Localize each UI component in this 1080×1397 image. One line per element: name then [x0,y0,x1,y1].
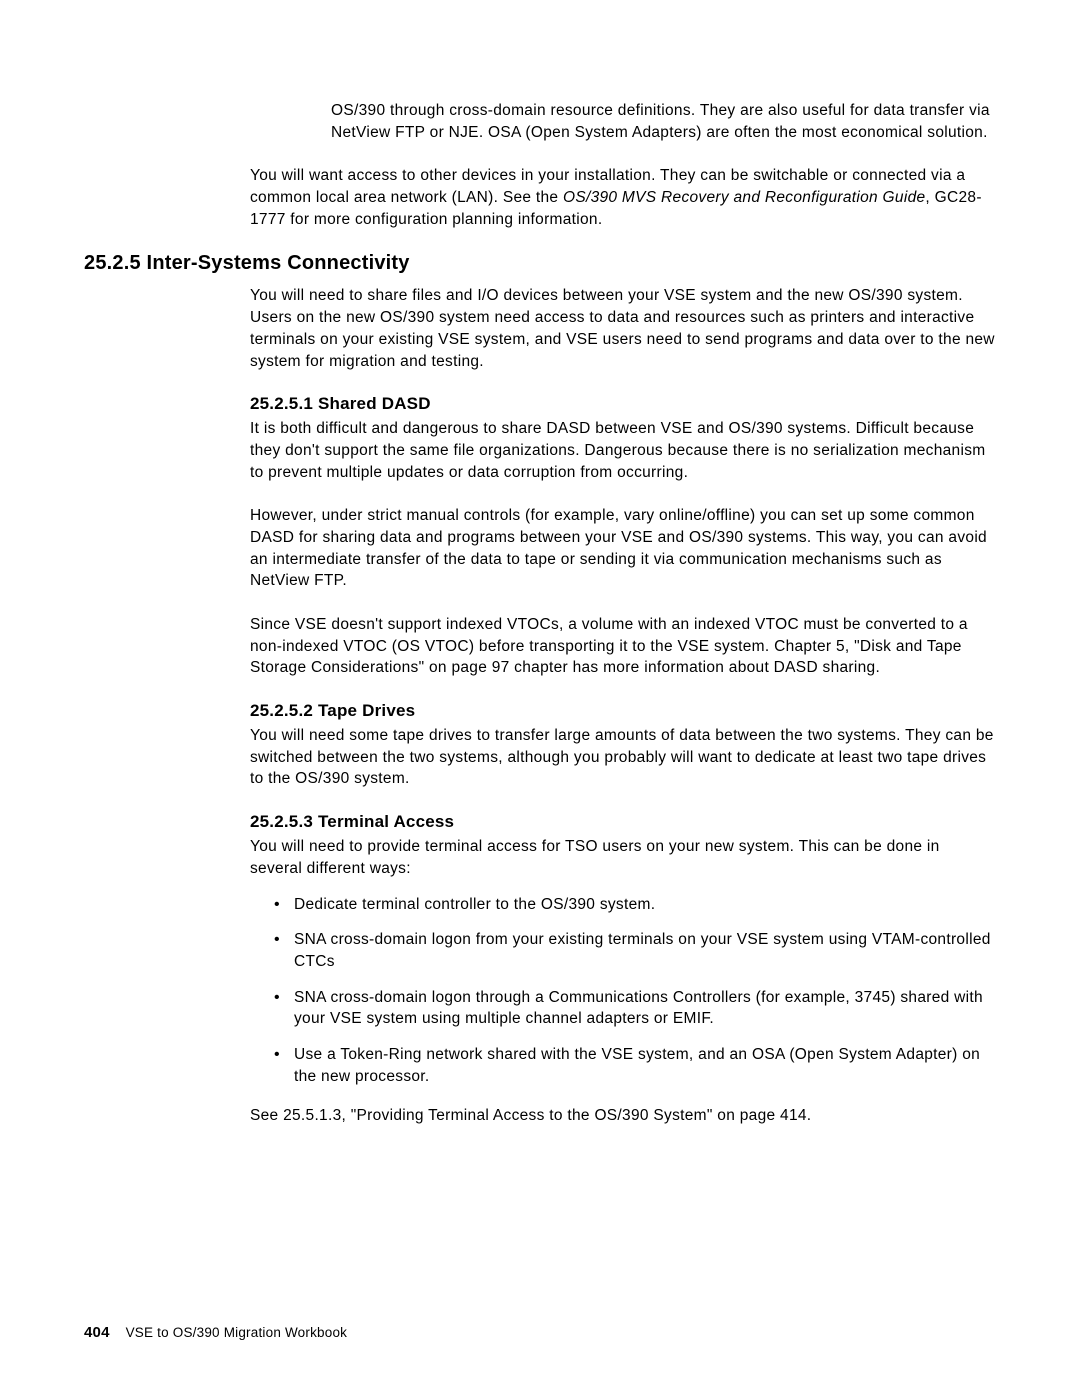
list-item: Use a Token-Ring network shared with the… [270,1044,996,1087]
shared-dasd-para3: Since VSE doesn't support indexed VTOCs,… [250,614,996,679]
shared-dasd-para2: However, under strict manual controls (f… [250,505,996,592]
list-item: SNA cross-domain logon from your existin… [270,929,996,972]
footer-title: VSE to OS/390 Migration Workbook [126,1325,348,1340]
document-page: OS/390 through cross-domain resource def… [0,0,1080,1397]
terminal-access-para: You will need to provide terminal access… [250,836,996,879]
access-paragraph: You will want access to other devices in… [250,165,996,230]
page-footer: 404 VSE to OS/390 Migration Workbook [84,1324,347,1341]
intro-paragraph: OS/390 through cross-domain resource def… [331,100,996,143]
section-heading-25-2-5: 25.2.5 Inter-Systems Connectivity [84,252,996,275]
list-item: SNA cross-domain logon through a Communi… [270,987,996,1030]
page-number: 404 [84,1324,110,1341]
shared-dasd-heading: 25.2.5.1 Shared DASD [250,394,996,414]
shared-dasd-para1: It is both difficult and dangerous to sh… [250,418,996,483]
section-25-2-5-para: You will need to share files and I/O dev… [250,285,996,372]
tape-drives-heading: 25.2.5.2 Tape Drives [250,701,996,721]
terminal-access-heading: 25.2.5.3 Terminal Access [250,812,996,832]
access-italic: OS/390 MVS Recovery and Reconfiguration … [563,189,925,206]
see-reference-para: See 25.5.1.3, "Providing Terminal Access… [250,1105,996,1127]
terminal-access-bullets: Dedicate terminal controller to the OS/3… [270,894,996,1088]
tape-drives-para: You will need some tape drives to transf… [250,725,996,790]
list-item: Dedicate terminal controller to the OS/3… [270,894,996,916]
